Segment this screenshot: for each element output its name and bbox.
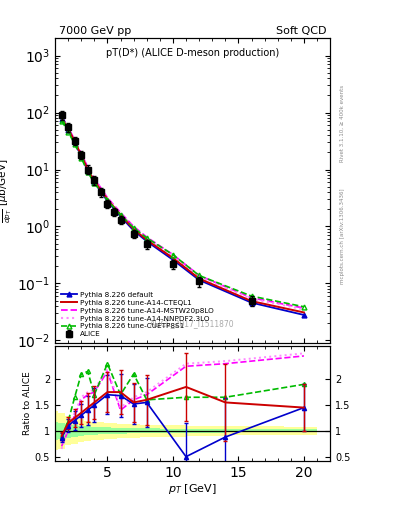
Pythia 8.226 default: [79, 153, 84, 159]
Pythia 8.226 tune-A14-CTEQL1: [131, 226, 136, 232]
Pythia 8.226 tune-CUETP8S1: [301, 304, 306, 310]
Pythia 8.226 tune-A14-NNPDF2.3LO: [118, 210, 123, 217]
Pythia 8.226 tune-A14-MSTW20p8LO: [144, 234, 149, 240]
Pythia 8.226 tune-A14-NNPDF2.3LO: [92, 176, 97, 182]
Pythia 8.226 default: [105, 198, 110, 204]
Line: Pythia 8.226 tune-A14-MSTW20p8LO: Pythia 8.226 tune-A14-MSTW20p8LO: [62, 117, 304, 308]
Pythia 8.226 tune-A14-MSTW20p8LO: [79, 151, 84, 157]
Pythia 8.226 tune-A14-CTEQL1: [79, 152, 84, 158]
Pythia 8.226 tune-CUETP8S1: [171, 251, 175, 258]
Pythia 8.226 tune-A14-MSTW20p8LO: [249, 295, 254, 301]
Pythia 8.226 tune-A14-CTEQL1: [301, 309, 306, 315]
Pythia 8.226 default: [92, 179, 97, 185]
Pythia 8.226 default: [118, 214, 123, 220]
Pythia 8.226 tune-A14-CTEQL1: [249, 298, 254, 304]
Pythia 8.226 tune-A14-CTEQL1: [66, 125, 70, 132]
Text: ALICE_2017_I1511870: ALICE_2017_I1511870: [150, 319, 235, 328]
Pythia 8.226 default: [131, 227, 136, 233]
Pythia 8.226 tune-CUETP8S1: [197, 272, 202, 279]
Pythia 8.226 tune-A14-MSTW20p8LO: [85, 164, 90, 170]
Pythia 8.226 tune-A14-MSTW20p8LO: [197, 272, 202, 279]
Pythia 8.226 default: [85, 168, 90, 174]
Pythia 8.226 tune-A14-NNPDF2.3LO: [79, 151, 84, 157]
Pythia 8.226 tune-A14-CTEQL1: [118, 212, 123, 218]
Pythia 8.226 tune-CUETP8S1: [92, 180, 97, 186]
Pythia 8.226 default: [249, 300, 254, 306]
Pythia 8.226 tune-A14-NNPDF2.3LO: [249, 295, 254, 302]
Pythia 8.226 tune-CUETP8S1: [131, 225, 136, 231]
Pythia 8.226 tune-CUETP8S1: [72, 141, 77, 147]
Text: mcplots.cern.ch [arXiv:1306.3436]: mcplots.cern.ch [arXiv:1306.3436]: [340, 188, 345, 284]
Pythia 8.226 tune-A14-NNPDF2.3LO: [197, 273, 202, 280]
Pythia 8.226 tune-CUETP8S1: [105, 197, 110, 203]
Text: Soft QCD: Soft QCD: [276, 26, 326, 36]
X-axis label: $p_T$ [GeV]: $p_T$ [GeV]: [168, 482, 217, 497]
Pythia 8.226 tune-CUETP8S1: [249, 293, 254, 299]
Pythia 8.226 tune-CUETP8S1: [66, 129, 70, 135]
Pythia 8.226 tune-CUETP8S1: [85, 169, 90, 175]
Pythia 8.226 tune-A14-MSTW20p8LO: [72, 137, 77, 143]
Pythia 8.226 tune-CUETP8S1: [79, 155, 84, 161]
Pythia 8.226 tune-A14-NNPDF2.3LO: [105, 196, 110, 202]
Pythia 8.226 tune-CUETP8S1: [59, 118, 64, 124]
Pythia 8.226 default: [72, 139, 77, 145]
Pythia 8.226 tune-A14-MSTW20p8LO: [92, 175, 97, 181]
Y-axis label: Ratio to ALICE: Ratio to ALICE: [23, 371, 32, 435]
Pythia 8.226 tune-A14-CTEQL1: [105, 196, 110, 202]
Pythia 8.226 default: [197, 277, 202, 283]
Pythia 8.226 tune-A14-MSTW20p8LO: [66, 124, 70, 131]
Pythia 8.226 tune-A14-NNPDF2.3LO: [66, 125, 70, 131]
Pythia 8.226 default: [66, 126, 70, 133]
Pythia 8.226 tune-A14-CTEQL1: [85, 166, 90, 173]
Pythia 8.226 tune-A14-CTEQL1: [171, 255, 175, 261]
Pythia 8.226 default: [301, 312, 306, 318]
Line: Pythia 8.226 tune-A14-NNPDF2.3LO: Pythia 8.226 tune-A14-NNPDF2.3LO: [62, 117, 304, 309]
Pythia 8.226 tune-A14-CTEQL1: [92, 178, 97, 184]
Pythia 8.226 tune-A14-NNPDF2.3LO: [171, 253, 175, 260]
Pythia 8.226 tune-A14-NNPDF2.3LO: [301, 306, 306, 312]
Pythia 8.226 tune-A14-MSTW20p8LO: [105, 195, 110, 201]
Pythia 8.226 default: [59, 116, 64, 122]
Pythia 8.226 tune-A14-NNPDF2.3LO: [59, 114, 64, 120]
Line: Pythia 8.226 default: Pythia 8.226 default: [59, 116, 307, 317]
Pythia 8.226 tune-A14-MSTW20p8LO: [131, 223, 136, 229]
Pythia 8.226 tune-A14-MSTW20p8LO: [301, 305, 306, 311]
Pythia 8.226 tune-A14-MSTW20p8LO: [171, 251, 175, 258]
Legend: Pythia 8.226 default, Pythia 8.226 tune-A14-CTEQL1, Pythia 8.226 tune-A14-MSTW20: Pythia 8.226 default, Pythia 8.226 tune-…: [59, 290, 216, 339]
Pythia 8.226 tune-A14-CTEQL1: [144, 237, 149, 243]
Pythia 8.226 tune-A14-MSTW20p8LO: [59, 114, 64, 120]
Pythia 8.226 tune-CUETP8S1: [144, 235, 149, 241]
Pythia 8.226 tune-A14-NNPDF2.3LO: [85, 165, 90, 172]
Pythia 8.226 tune-A14-NNPDF2.3LO: [144, 235, 149, 241]
Line: Pythia 8.226 tune-CUETP8S1: Pythia 8.226 tune-CUETP8S1: [59, 118, 307, 309]
Pythia 8.226 tune-CUETP8S1: [118, 212, 123, 218]
Pythia 8.226 tune-A14-NNPDF2.3LO: [72, 138, 77, 144]
Text: 7000 GeV pp: 7000 GeV pp: [59, 26, 131, 36]
Line: Pythia 8.226 tune-A14-CTEQL1: Pythia 8.226 tune-A14-CTEQL1: [62, 118, 304, 312]
Text: pT(D*) (ALICE D-meson production): pT(D*) (ALICE D-meson production): [106, 48, 279, 57]
Pythia 8.226 tune-A14-MSTW20p8LO: [118, 209, 123, 216]
Y-axis label: $\frac{d\sigma}{dp_T}$ [$\mu$b/GeV]: $\frac{d\sigma}{dp_T}$ [$\mu$b/GeV]: [0, 158, 14, 223]
Pythia 8.226 default: [144, 238, 149, 244]
Pythia 8.226 tune-A14-NNPDF2.3LO: [131, 225, 136, 231]
Pythia 8.226 tune-A14-CTEQL1: [197, 275, 202, 282]
Pythia 8.226 tune-A14-CTEQL1: [72, 138, 77, 144]
Pythia 8.226 tune-A14-CTEQL1: [59, 115, 64, 121]
Pythia 8.226 default: [171, 257, 175, 263]
Text: Rivet 3.1.10, ≥ 400k events: Rivet 3.1.10, ≥ 400k events: [340, 85, 345, 162]
